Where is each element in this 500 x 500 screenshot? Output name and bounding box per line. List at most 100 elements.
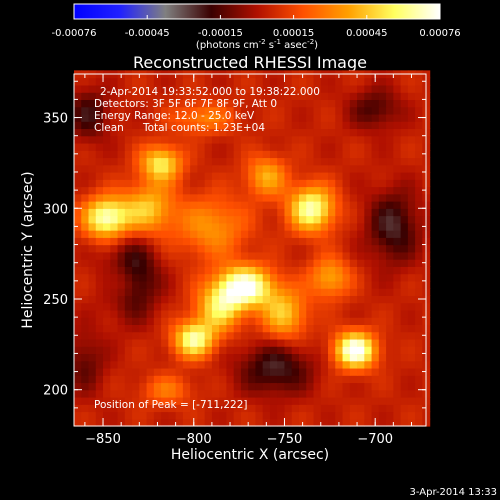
heatmap-cell: [226, 186, 235, 195]
heatmap-cell: [364, 324, 373, 333]
heatmap-cell: [306, 113, 315, 122]
colorbar: -0.00076 -0.00045 -0.00015 0.00015 0.00045 0.…: [52, 3, 461, 51]
heatmap-cell: [262, 396, 271, 405]
heatmap-cell: [364, 230, 373, 238]
heatmap-cell: [386, 99, 394, 108]
heatmap-cell: [386, 309, 394, 318]
heatmap-cell: [386, 121, 394, 130]
heatmap-cell: [175, 317, 184, 325]
heatmap-cell: [168, 331, 177, 340]
heatmap-cell: [386, 389, 394, 398]
heatmap-cell: [371, 201, 380, 209]
heatmap-cell: [269, 157, 278, 166]
heatmap-cell: [219, 418, 228, 427]
heatmap-cell: [139, 121, 148, 130]
heatmap-cell: [298, 331, 307, 340]
heatmap-cell: [190, 251, 198, 260]
heatmap-cell: [393, 208, 402, 217]
heatmap-cell: [349, 338, 358, 347]
heatmap-cell: [233, 171, 242, 180]
heatmap-cell: [400, 389, 409, 398]
heatmap-cell: [197, 251, 206, 260]
heatmap-cell: [328, 142, 336, 151]
heatmap-cell: [306, 171, 315, 180]
heatmap-cell: [211, 375, 220, 384]
heatmap-cell: [88, 99, 97, 108]
heatmap-cell: [378, 280, 387, 289]
heatmap-cell: [255, 171, 264, 180]
heatmap-cell: [298, 179, 307, 188]
heatmap-cell: [291, 99, 300, 108]
heatmap-cell: [161, 404, 169, 413]
heatmap-cell: [407, 77, 416, 86]
heatmap-cell: [291, 346, 300, 355]
heatmap-cell: [182, 171, 191, 180]
heatmap-cell: [371, 135, 380, 144]
heatmap-cell: [284, 309, 293, 318]
heatmap-cell: [153, 230, 162, 238]
heatmap-cell: [161, 237, 169, 246]
heatmap-cell: [306, 389, 315, 398]
heatmap-cell: [182, 142, 191, 151]
heatmap-cell: [393, 324, 402, 333]
heatmap-cell: [95, 251, 104, 260]
heatmap-cell: [161, 338, 169, 347]
heatmap-cell: [153, 142, 162, 151]
heatmap-cell: [168, 302, 177, 311]
heatmap-cell: [298, 164, 307, 173]
heatmap-cell: [248, 179, 257, 188]
heatmap-cell: [415, 309, 423, 318]
heatmap-cell: [298, 230, 307, 238]
heatmap-cell: [88, 215, 97, 224]
heatmap-cell: [182, 99, 191, 108]
heatmap-cell: [175, 121, 184, 130]
heatmap-cell: [74, 418, 82, 427]
heatmap-cell: [139, 92, 148, 100]
heatmap-cell: [103, 331, 111, 340]
heatmap-cell: [291, 150, 300, 159]
heatmap-cell: [103, 201, 111, 209]
heatmap-cell: [328, 135, 336, 144]
heatmap-cell: [168, 230, 177, 238]
heatmap-cell: [262, 317, 271, 325]
heatmap-cell: [168, 266, 177, 275]
heatmap-cell: [313, 288, 322, 296]
heatmap-cell: [211, 179, 220, 188]
heatmap-cell: [161, 280, 169, 289]
heatmap-cell: [248, 382, 257, 391]
heatmap-cell: [407, 222, 416, 231]
heatmap-cell: [349, 84, 358, 93]
heatmap-cell: [415, 121, 423, 130]
heatmap-cell: [204, 266, 213, 275]
heatmap-cell: [407, 237, 416, 246]
heatmap-cell: [284, 280, 293, 289]
heatmap-cell: [81, 295, 90, 304]
heatmap-cell: [168, 215, 177, 224]
heatmap-cell: [349, 77, 358, 86]
heatmap-cell: [211, 302, 220, 311]
heatmap-cell: [197, 164, 206, 173]
heatmap-cell: [110, 396, 119, 405]
heatmap-cell: [248, 353, 257, 362]
heatmap-cell: [211, 171, 220, 180]
heatmap-cell: [153, 259, 162, 267]
heatmap-cell: [95, 259, 104, 267]
heatmap-cell: [415, 375, 423, 384]
heatmap-cell: [226, 113, 235, 122]
heatmap-cell: [175, 179, 184, 188]
heatmap-cell: [124, 193, 133, 202]
heatmap-cell: [153, 288, 162, 296]
heatmap-cell: [255, 346, 264, 355]
heatmap-cell: [204, 309, 213, 318]
heatmap-cell: [175, 389, 184, 398]
heatmap-cell: [378, 157, 387, 166]
heatmap-cell: [103, 157, 111, 166]
heatmap-cell: [190, 317, 198, 325]
heatmap-cell: [364, 331, 373, 340]
heatmap-cell: [204, 288, 213, 296]
heatmap-cell: [320, 92, 329, 100]
heatmap-cell: [400, 77, 409, 86]
heatmap-cell: [161, 353, 169, 362]
heatmap-cell: [306, 295, 315, 304]
heatmap-cell: [415, 266, 423, 275]
